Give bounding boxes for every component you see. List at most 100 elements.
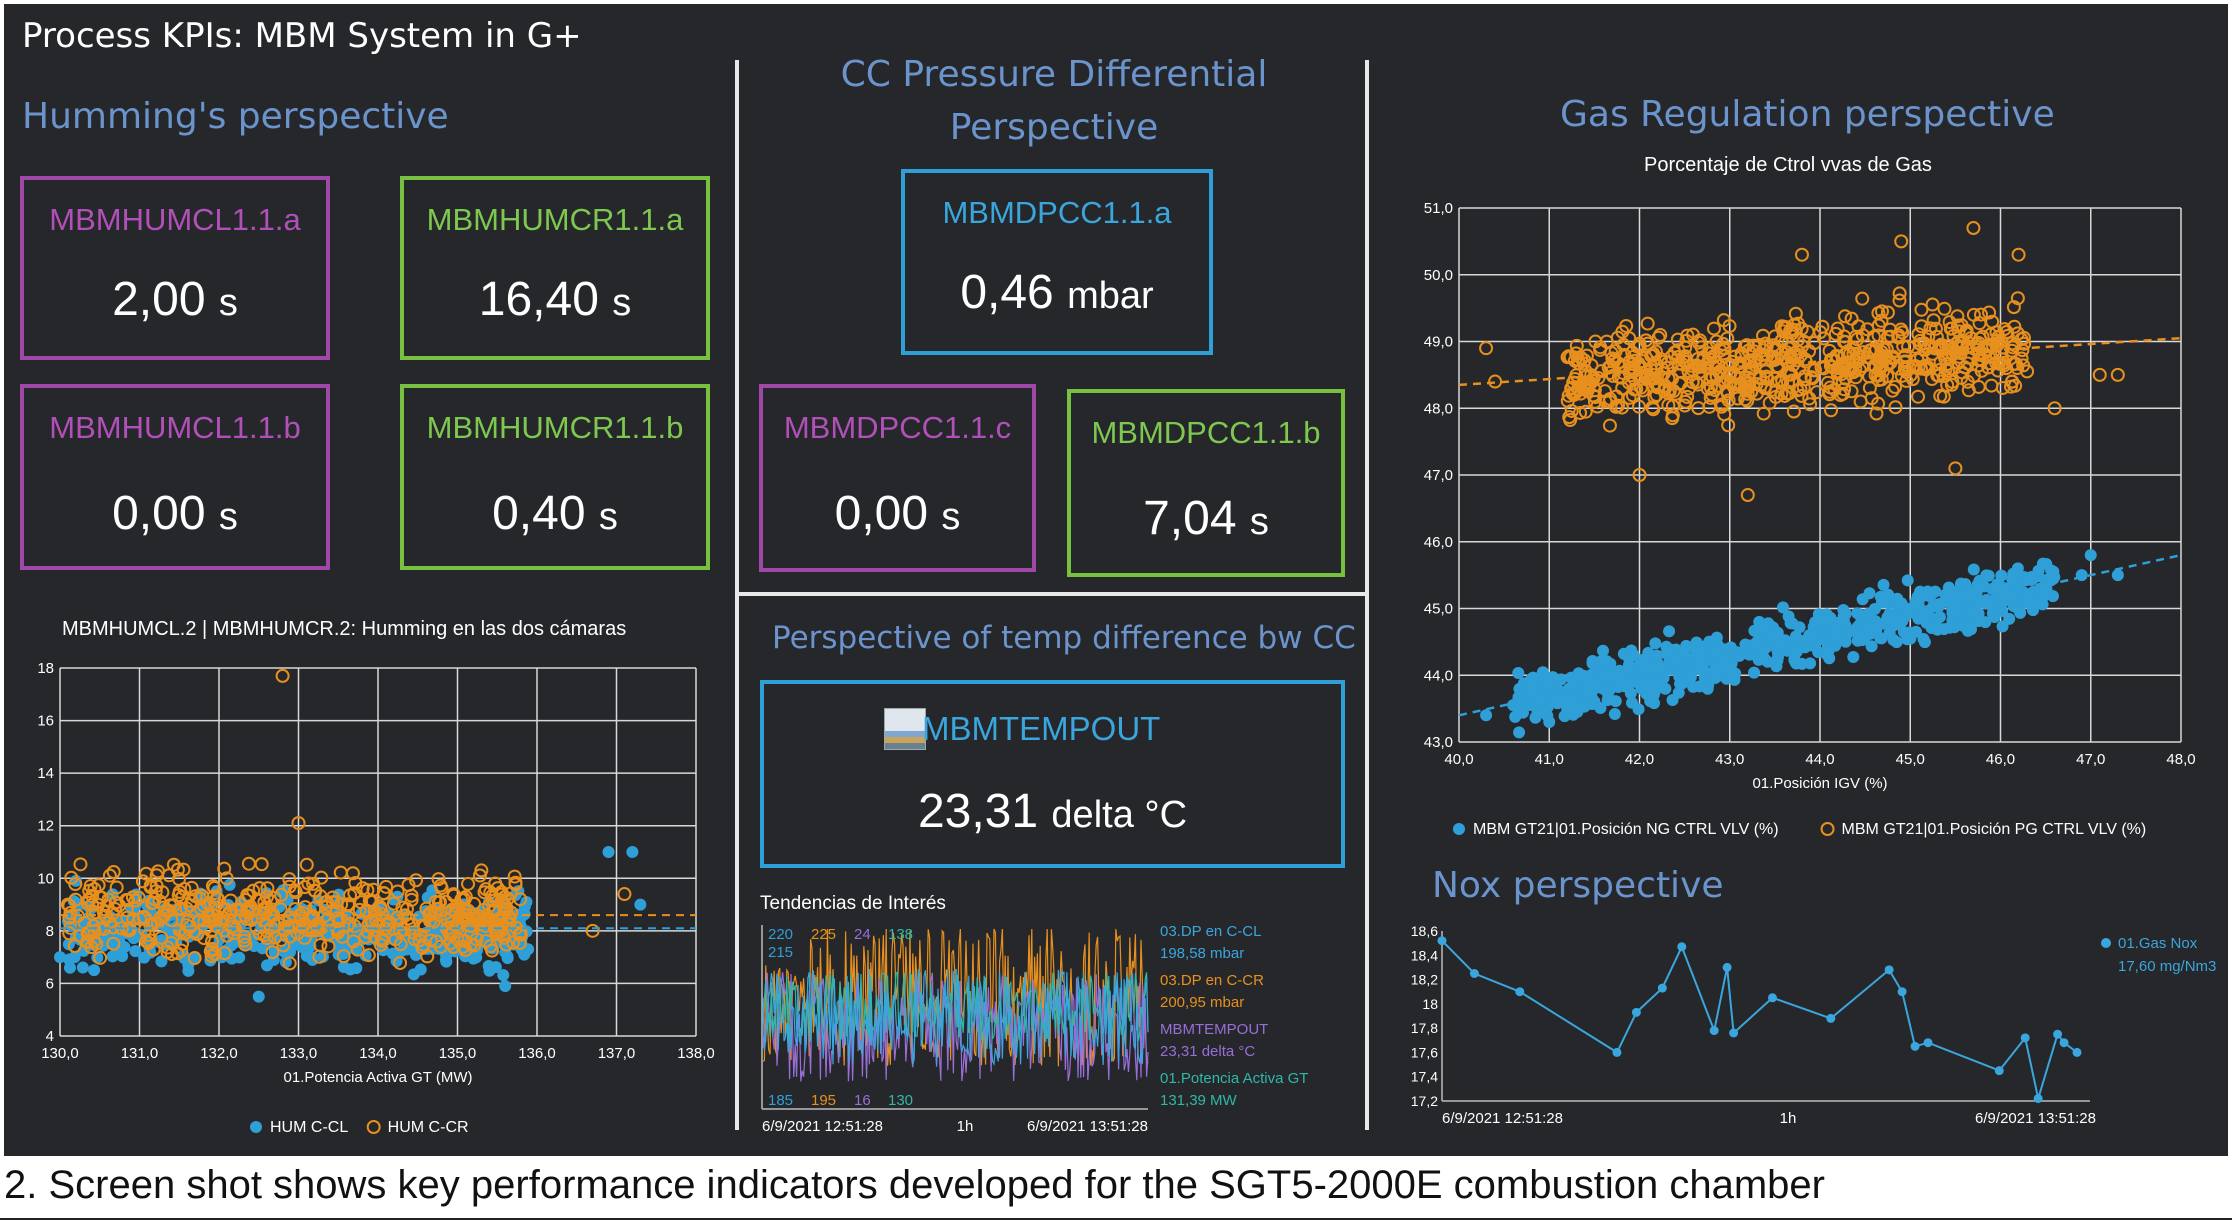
data-point xyxy=(1825,619,1838,632)
data-point xyxy=(1594,701,1607,714)
kpi-tile-humcl-a[interactable]: MBMHUMCL1.1.a 2,00 s xyxy=(20,176,330,360)
x-tick-label: 41,0 xyxy=(1535,751,1564,768)
data-point xyxy=(1895,597,1908,610)
data-point xyxy=(458,943,473,958)
data-point xyxy=(1981,356,1996,371)
data-point xyxy=(1525,681,1538,694)
data-point xyxy=(1830,321,1845,336)
legend-marker xyxy=(1820,822,1835,836)
data-point xyxy=(314,870,329,885)
data-point xyxy=(1690,377,1705,392)
data-point xyxy=(300,949,313,962)
data-point xyxy=(1731,377,1746,392)
legend-marker xyxy=(366,1120,381,1134)
data-point xyxy=(252,990,265,1003)
data-point xyxy=(1622,666,1635,679)
kpi-tile-tempout[interactable]: MBMTEMPOUT 23,31 delta °C xyxy=(760,680,1345,868)
data-point xyxy=(1513,726,1526,739)
legend-item[interactable]: HUM C-CL xyxy=(250,1119,348,1136)
x-tick-label: 133,0 xyxy=(280,1045,318,1062)
data-point xyxy=(409,873,424,888)
data-point xyxy=(474,863,489,878)
data-point xyxy=(319,900,334,915)
nox-line-chart: 17,2 17,4 17,6 17,8 18 18,2 18,4 18,6 6/9/2021 1… xyxy=(1411,923,2217,1127)
y-tick-label: 12 xyxy=(37,818,54,835)
data-point xyxy=(282,956,297,971)
data-point xyxy=(1617,647,1630,660)
data-point xyxy=(284,919,299,934)
y-tick-label: 8 xyxy=(46,923,54,940)
data-point xyxy=(1664,643,1677,656)
data-point xyxy=(469,932,484,947)
kpi-tile-humcr-a[interactable]: MBMHUMCR1.1.a 16,40 s xyxy=(400,176,710,360)
x-tick-label: 134,0 xyxy=(359,1045,397,1062)
legend-item[interactable]: 01.Gas Nox 17,60 mg/Nm3 xyxy=(2101,935,2216,975)
data-point xyxy=(1657,672,1670,685)
data-point xyxy=(308,884,323,899)
data-point xyxy=(1911,389,1926,404)
data-point xyxy=(1709,334,1724,349)
data-point xyxy=(1611,370,1626,385)
data-point xyxy=(386,896,401,911)
x-tick-label: 6/9/2021 12:51:28 xyxy=(1442,1110,1563,1127)
data-point xyxy=(1875,364,1890,379)
data-point xyxy=(1756,406,1771,421)
legend-item[interactable]: MBM GT21|01.Posición NG CTRL VLV (%) xyxy=(1453,821,1779,838)
data-point xyxy=(1642,646,1655,659)
data-point xyxy=(1789,630,1802,643)
legend-item[interactable]: HUM C-CR xyxy=(366,1119,469,1136)
kpi-value: 0,46 mbar xyxy=(960,266,1154,319)
data-point xyxy=(1776,601,1789,614)
data-point xyxy=(350,942,365,957)
data-point xyxy=(1625,696,1638,709)
data-point xyxy=(196,931,211,946)
y-tick-label: 225 xyxy=(811,926,836,943)
data-point xyxy=(118,941,131,954)
data-point xyxy=(1696,350,1711,365)
data-point xyxy=(276,938,291,953)
data-point xyxy=(2038,589,2051,602)
data-point xyxy=(1944,377,1959,392)
data-point xyxy=(482,960,495,973)
data-point xyxy=(128,893,143,908)
data-point xyxy=(1677,354,1692,369)
data-point xyxy=(1488,374,1503,389)
data-point xyxy=(1926,313,1941,328)
kpi-tile-dpcc-c[interactable]: MBMDPCC1.1.c 0,00 s xyxy=(759,384,1036,572)
data-point xyxy=(1645,400,1660,415)
data-point xyxy=(423,933,438,948)
legend-item[interactable]: MBM GT21|01.Posición PG CTRL VLV (%) xyxy=(1820,821,2147,838)
series-0 xyxy=(1480,549,2124,739)
kpi-tile-dpcc-a[interactable]: MBMDPCC1.1.a 0,46 mbar xyxy=(901,169,1213,355)
data-point xyxy=(1794,247,1809,262)
kpi-tile-dpcc-b[interactable]: MBMDPCC1.1.b 7,04 s xyxy=(1067,389,1345,577)
data-point xyxy=(109,880,124,895)
data-point xyxy=(2011,247,2026,262)
data-point xyxy=(137,909,152,924)
data-point xyxy=(1642,657,1655,670)
data-point xyxy=(316,950,329,963)
data-point xyxy=(390,884,405,899)
data-point xyxy=(626,846,639,858)
data-point xyxy=(1790,353,1805,368)
data-point xyxy=(1649,388,1664,403)
kpi-tile-humcr-b[interactable]: MBMHUMCR1.1.b 0,40 s xyxy=(400,384,710,570)
data-point xyxy=(1892,293,1907,308)
y-tick-label: 24 xyxy=(854,926,871,943)
x-tick-label: 131,0 xyxy=(121,1045,159,1062)
kpi-tile-humcl-b[interactable]: MBMHUMCL1.1.b 0,00 s xyxy=(20,384,330,570)
data-point xyxy=(301,876,316,891)
data-point xyxy=(347,886,362,901)
data-point xyxy=(1851,607,1864,620)
section-heading-temp-diff: Perspective of temp difference bw CC xyxy=(772,620,1356,656)
data-point xyxy=(102,868,117,883)
data-point xyxy=(1512,666,1525,679)
data-point xyxy=(512,936,527,951)
data-point xyxy=(1676,677,1689,690)
data-point xyxy=(2010,291,2025,306)
trends-line-chart: 220 225 24 138 215 185 195 16 130 6/9/2021 12:51:… xyxy=(761,923,1308,1135)
data-point xyxy=(147,892,162,907)
data-point xyxy=(1770,351,1785,366)
data-point xyxy=(1871,396,1886,411)
data-point xyxy=(1954,607,1967,620)
